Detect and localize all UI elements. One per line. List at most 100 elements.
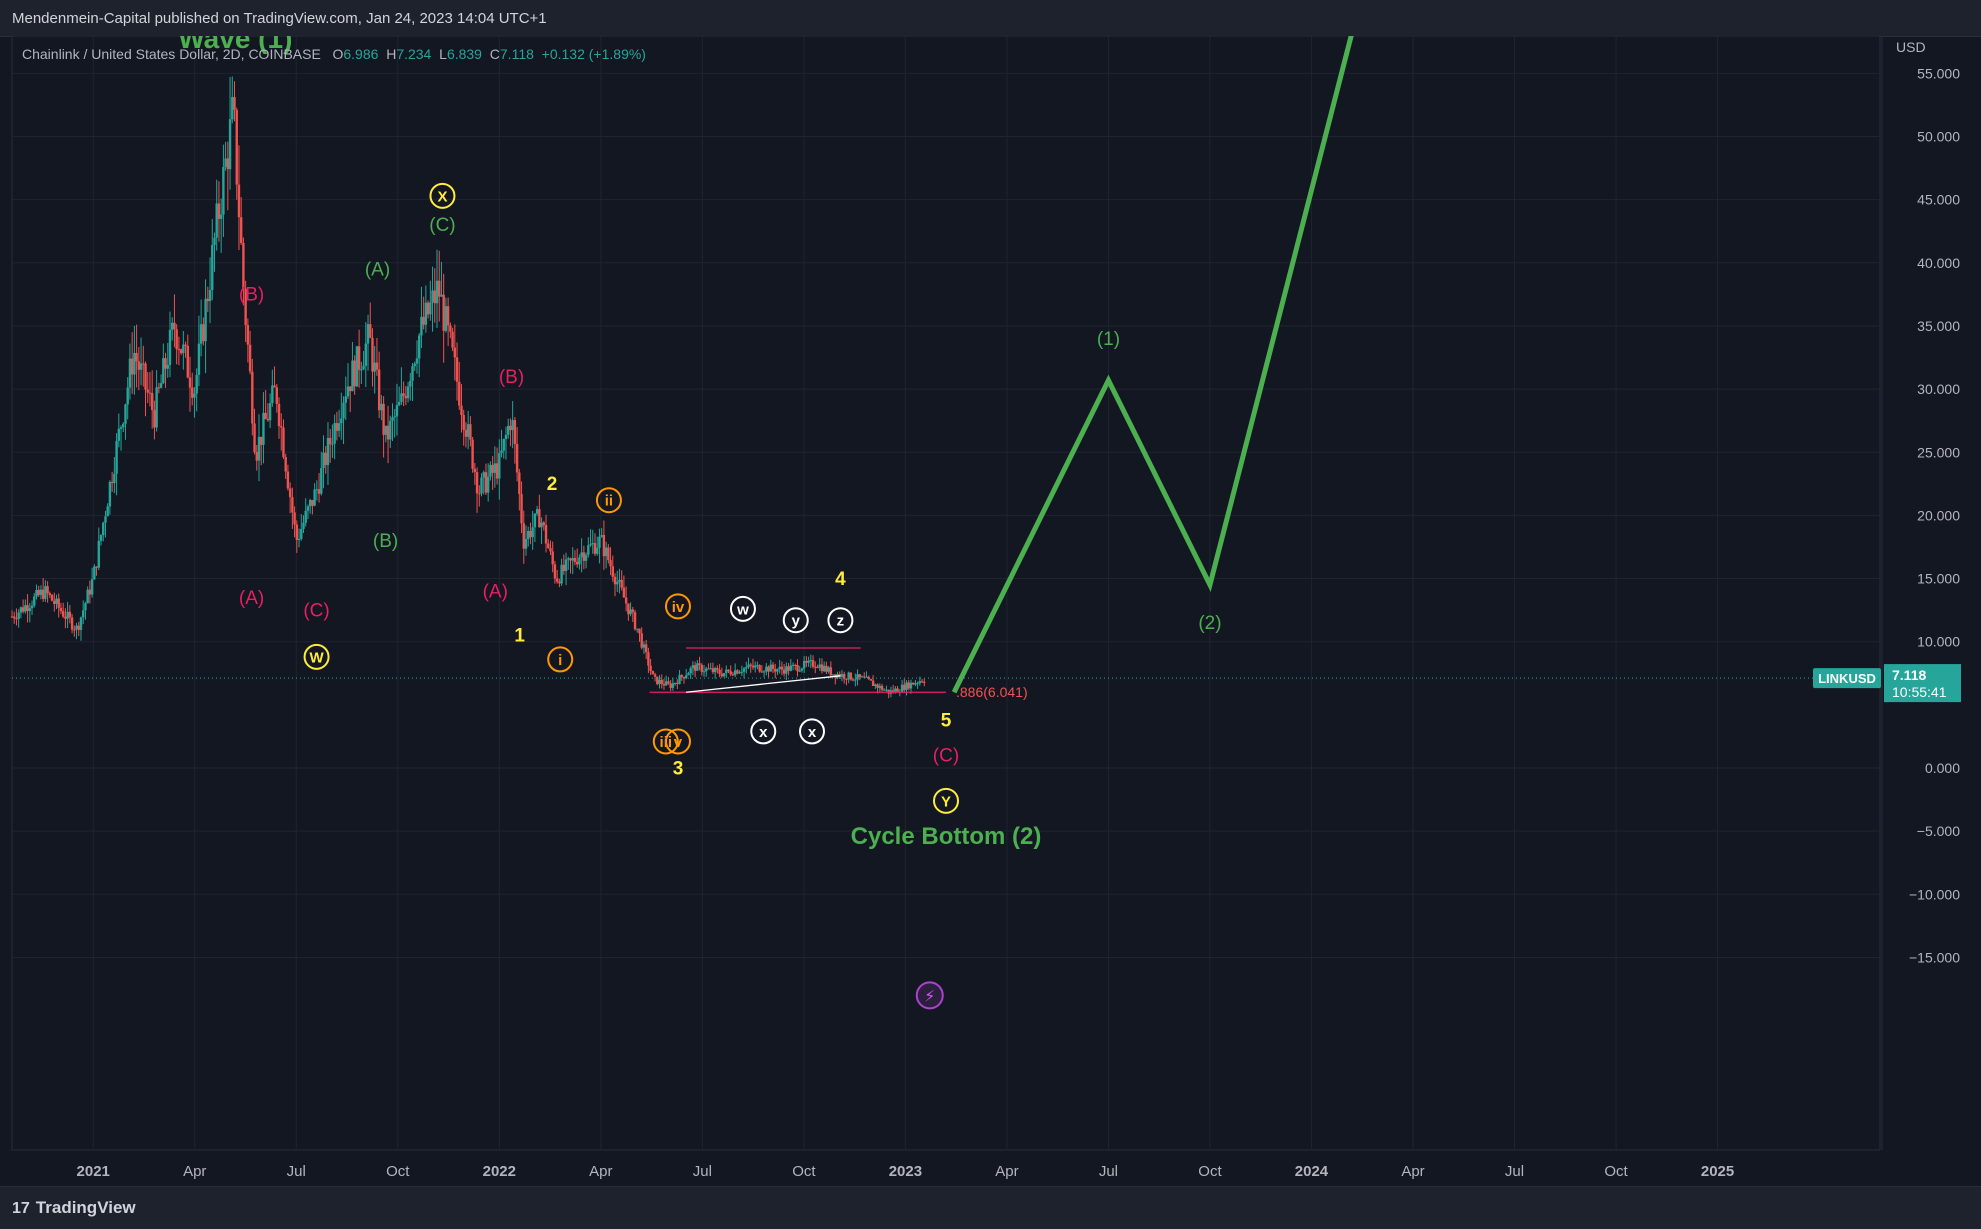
x-tick-label: 2025 xyxy=(1701,1163,1734,1180)
candle-body xyxy=(326,437,330,466)
candle-body xyxy=(273,385,276,388)
price-tag-value: 7.118 xyxy=(1892,667,1926,683)
candle-body xyxy=(845,678,848,680)
footer-bar: 17 TradingView xyxy=(0,1186,1981,1229)
candle-body xyxy=(322,452,325,469)
wave-label: 1 xyxy=(514,626,525,647)
candle-body xyxy=(484,472,488,493)
circled-label-ring xyxy=(798,718,825,745)
candle-body xyxy=(722,673,726,677)
x-tick-label: Apr xyxy=(1401,1163,1424,1180)
candle-body xyxy=(669,683,672,688)
candle-body xyxy=(486,476,490,493)
x-tick-label: Jul xyxy=(1505,1163,1524,1180)
candle-body xyxy=(535,509,539,514)
candle-body xyxy=(344,396,347,403)
candle-body xyxy=(77,625,80,630)
wave-label: 5 xyxy=(941,710,952,731)
candle-body xyxy=(440,294,443,297)
candle-body xyxy=(698,663,701,665)
candle-body xyxy=(495,463,499,479)
candles xyxy=(10,76,1880,699)
candle-body xyxy=(308,499,312,507)
candle-body xyxy=(571,558,574,561)
candle-body xyxy=(509,425,512,431)
y-tick-label: −15.000 xyxy=(1909,949,1960,965)
candle-body xyxy=(524,539,528,549)
candle-body xyxy=(351,360,354,392)
candle-body xyxy=(660,679,663,684)
candle-body xyxy=(593,543,597,554)
candle-body xyxy=(725,669,728,674)
candle-body xyxy=(758,665,761,672)
candle-body xyxy=(656,676,659,685)
x-tick-label: Oct xyxy=(1604,1163,1628,1180)
candle-body xyxy=(520,494,523,524)
circled-label-ring xyxy=(303,643,330,670)
candle-body xyxy=(791,664,795,666)
candle-body xyxy=(471,439,474,469)
wave-label: (2) xyxy=(1198,613,1221,634)
candle-body xyxy=(426,302,430,315)
candle-body xyxy=(88,589,92,595)
candle-body xyxy=(462,414,465,430)
candle-body xyxy=(128,358,132,388)
candle-body xyxy=(589,544,592,546)
candle-body xyxy=(422,316,425,325)
symbol-legend: Chainlink / United States Dollar, 2D, CO… xyxy=(22,46,646,62)
candle-body xyxy=(393,416,396,418)
candle-body xyxy=(620,579,623,588)
candle-body xyxy=(166,364,169,369)
candle-body xyxy=(295,524,299,540)
candle-body xyxy=(306,506,310,511)
x-tick-label: Oct xyxy=(386,1163,410,1180)
candle-body xyxy=(558,581,561,584)
circled-label-ring xyxy=(664,593,691,620)
candle-body xyxy=(280,426,283,428)
candle-body xyxy=(825,665,828,672)
candle-body xyxy=(355,346,359,387)
y-tick-label: −10.000 xyxy=(1909,886,1960,902)
candle-body xyxy=(785,666,788,674)
candle-body xyxy=(102,522,105,536)
price-tag xyxy=(1884,664,1961,703)
candle-body xyxy=(894,688,897,692)
candle-body xyxy=(491,464,494,473)
candle-body xyxy=(560,564,563,584)
candle-body xyxy=(742,668,746,672)
candle-body xyxy=(277,403,281,427)
candle-body xyxy=(130,358,134,375)
candle-body xyxy=(153,410,156,428)
candle-body xyxy=(53,600,56,604)
candle-body xyxy=(282,427,285,458)
candle-body xyxy=(644,644,648,653)
candle-body xyxy=(93,566,96,580)
candle-body xyxy=(66,611,69,619)
candle-body xyxy=(219,214,223,219)
candle-body xyxy=(693,665,697,671)
candle-body xyxy=(266,418,270,421)
price-chart[interactable]: 2(111.158)1.768(98.865)1.618(90.916)1.41… xyxy=(0,36,1981,1186)
candle-body xyxy=(818,664,821,668)
candle-body xyxy=(736,670,739,674)
tradingview-logo[interactable]: 17 TradingView xyxy=(12,1198,136,1218)
candle-body xyxy=(727,669,730,672)
candle-body xyxy=(851,679,855,681)
candle-body xyxy=(640,633,643,648)
candle-body xyxy=(871,680,875,687)
candle-body xyxy=(204,298,207,342)
candle-body xyxy=(224,158,227,167)
candle-body xyxy=(789,665,792,671)
candle-body xyxy=(146,389,149,393)
x-tick-label: 2021 xyxy=(77,1163,110,1180)
candle-body xyxy=(75,625,78,630)
candle-body xyxy=(600,535,603,537)
circled-label-text: ii xyxy=(605,493,613,510)
candle-body xyxy=(26,605,29,611)
candle-body xyxy=(406,386,410,399)
y-tick-label: 20.000 xyxy=(1917,507,1960,523)
candle-body xyxy=(464,429,468,437)
candle-body xyxy=(598,536,601,548)
candle-body xyxy=(709,668,712,670)
candle-body xyxy=(197,343,201,375)
